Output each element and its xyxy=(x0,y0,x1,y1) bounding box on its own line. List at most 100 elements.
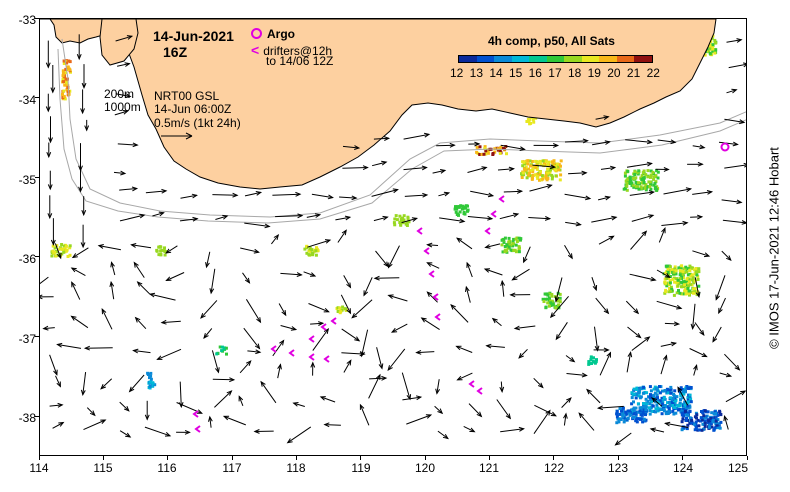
sst-pixel xyxy=(684,419,688,422)
current-arrow-head xyxy=(203,333,209,339)
sst-pixel xyxy=(639,413,643,417)
current-arrow-head xyxy=(440,169,447,174)
sst-pixel xyxy=(525,171,529,175)
sst-pixel xyxy=(630,402,634,406)
sst-pixel xyxy=(664,264,668,268)
sst-pixel xyxy=(589,355,593,359)
current-arrow-shaft xyxy=(214,390,232,408)
sst-pixel xyxy=(621,406,625,410)
current-arrow-head xyxy=(411,217,419,222)
sst-pixel xyxy=(679,271,682,275)
current-arrow-head xyxy=(635,332,642,339)
sst-pixel xyxy=(650,399,653,403)
x-tick-mark xyxy=(38,456,40,460)
current-arrow-head xyxy=(244,277,251,284)
current-arrow-head xyxy=(160,319,167,325)
current-arrow-head xyxy=(646,139,653,145)
current-arrow-shaft xyxy=(437,430,449,439)
current-arrow-shaft xyxy=(484,268,503,276)
sst-pixel xyxy=(336,310,340,313)
current-arrow-shaft xyxy=(135,317,147,330)
current-arrow-shaft xyxy=(403,167,427,171)
sst-pixel xyxy=(680,428,684,432)
x-tick-mark xyxy=(231,456,233,460)
sst-pixel xyxy=(559,164,562,168)
drifter-chevron xyxy=(468,380,475,388)
current-arrow-shaft xyxy=(500,144,525,150)
current-arrow-head xyxy=(192,216,199,222)
sst-pixel xyxy=(544,297,548,301)
current-arrow-head xyxy=(465,285,470,292)
sst-pixel xyxy=(407,220,411,224)
sst-pixel xyxy=(691,266,694,270)
sst-pixel xyxy=(703,53,707,57)
current-arrow-shaft xyxy=(561,397,572,408)
drifter-chevron xyxy=(320,323,327,331)
current-arrow-shaft xyxy=(303,271,316,277)
sst-pixel xyxy=(685,277,689,281)
current-arrow-shaft xyxy=(456,237,473,250)
sst-pixel xyxy=(544,306,548,310)
current-arrow-shaft xyxy=(320,396,336,403)
sst-pixel xyxy=(648,412,652,416)
y-tick-label: -38 xyxy=(18,411,36,425)
current-arrow-shaft xyxy=(694,277,700,297)
current-arrow-head xyxy=(611,215,618,221)
current-arrow-shaft xyxy=(726,89,737,94)
current-arrow-shaft xyxy=(133,262,145,278)
sst-pixel xyxy=(714,48,718,52)
current-arrow-shaft xyxy=(57,344,82,349)
sst-pixel xyxy=(517,236,521,240)
current-arrow-shaft xyxy=(401,372,411,400)
current-arrow-head xyxy=(290,326,298,331)
sst-pixel xyxy=(692,281,696,285)
current-arrow-head xyxy=(346,282,352,289)
current-arrow-head xyxy=(381,160,388,166)
sst-pixel xyxy=(60,252,64,256)
current-arrow-head xyxy=(553,143,560,148)
sst-pixel xyxy=(59,247,63,251)
sst-pixel xyxy=(310,248,314,252)
current-arrow-shaft xyxy=(725,390,746,403)
current-arrow-head xyxy=(734,364,741,371)
sst-pixel xyxy=(649,397,653,401)
current-arrow-head xyxy=(387,365,393,371)
sst-pixel xyxy=(535,172,539,176)
sst-pixel xyxy=(678,277,682,281)
current-arrow-shaft xyxy=(500,381,503,392)
sst-pixel xyxy=(684,409,687,413)
current-arrow-shaft xyxy=(650,428,665,433)
current-arrow-shaft xyxy=(343,275,351,288)
current-arrow-head xyxy=(57,402,64,408)
sst-pixel xyxy=(670,287,674,291)
sst-pixel xyxy=(547,160,551,164)
sst-pixel xyxy=(664,281,668,285)
current-arrow-head xyxy=(518,426,525,432)
current-arrow-head xyxy=(513,325,521,331)
current-arrow-head xyxy=(273,233,280,241)
current-arrow-shaft xyxy=(374,277,400,279)
sst-pixel xyxy=(649,389,653,393)
sst-pixel xyxy=(55,244,59,248)
sst-pixel xyxy=(644,183,648,187)
sst-pixel xyxy=(697,284,701,288)
map-area xyxy=(39,18,747,456)
colorbar-title: 4h comp, p50, All Sats xyxy=(488,34,615,48)
sst-pixel xyxy=(655,188,659,192)
sst-pixel xyxy=(151,384,155,388)
current-arrow-head xyxy=(46,152,52,159)
sst-pixel xyxy=(401,221,405,225)
sst-pixel xyxy=(699,416,703,420)
sst-pixel xyxy=(694,420,698,424)
sst-pixel xyxy=(681,396,685,400)
sst-pixel xyxy=(708,420,712,424)
current-arrow-shaft xyxy=(466,262,473,278)
current-arrow-shaft xyxy=(689,348,707,358)
sst-pixel xyxy=(713,426,717,430)
current-arrow-head xyxy=(604,195,612,201)
sst-pixel xyxy=(686,286,690,290)
sst-pixel xyxy=(541,159,545,163)
source-time: 14-Jun 06:00Z xyxy=(154,102,232,116)
current-arrow-shaft xyxy=(456,345,473,353)
sst-pixel xyxy=(718,426,722,430)
